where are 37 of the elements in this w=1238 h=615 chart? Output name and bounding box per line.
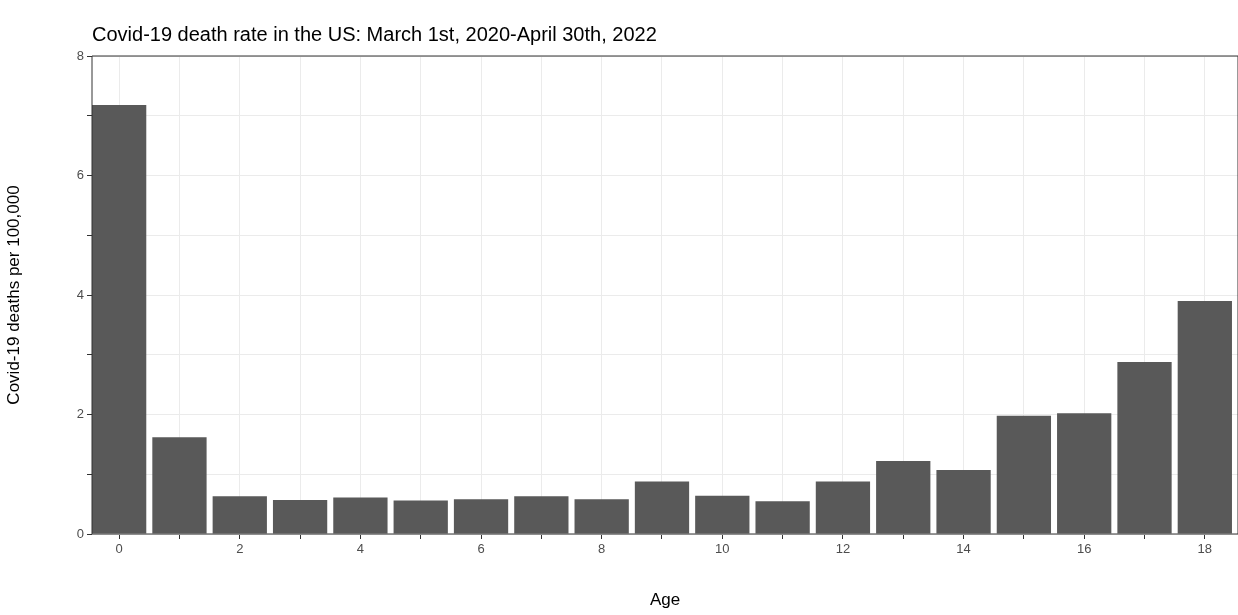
bar <box>272 499 328 534</box>
bar <box>453 499 509 534</box>
y-axis-title: Covid-19 deaths per 100,000 <box>3 185 23 405</box>
bar <box>152 437 207 534</box>
bar <box>876 461 931 534</box>
x-tick-label: 18 <box>1197 541 1213 557</box>
y-tick-label: 8 <box>76 47 84 63</box>
bar <box>514 496 569 534</box>
bar <box>333 497 388 534</box>
y-tick-label: 4 <box>76 286 84 302</box>
bar <box>574 499 629 534</box>
bar <box>634 481 690 534</box>
x-tick-label: 14 <box>956 541 971 557</box>
y-tick-label: 0 <box>76 525 84 541</box>
bar <box>815 481 871 534</box>
bar <box>212 496 267 534</box>
bar <box>393 500 448 534</box>
bar <box>1057 413 1112 534</box>
bar <box>92 105 147 534</box>
bar <box>936 470 991 534</box>
x-tick-label: 6 <box>477 541 485 557</box>
chart-title: Covid-19 death rate in the US: March 1st, 2020-April 30th, 2022 <box>92 23 657 45</box>
bar <box>695 495 750 534</box>
bar <box>1177 300 1232 534</box>
x-axis-title: Age <box>649 590 681 610</box>
x-tick-label: 0 <box>115 541 123 557</box>
x-tick-label: 8 <box>598 541 606 557</box>
bar <box>996 415 1052 534</box>
y-tick-label: 6 <box>76 167 84 183</box>
x-tick-label: 10 <box>715 541 730 557</box>
bar <box>755 501 810 534</box>
x-tick-label: 4 <box>356 541 365 557</box>
y-tick-label: 2 <box>76 406 84 422</box>
x-tick-label: 12 <box>835 541 851 557</box>
bar <box>1117 361 1172 534</box>
x-tick-label: 16 <box>1076 541 1092 557</box>
x-tick-label: 2 <box>236 541 244 557</box>
